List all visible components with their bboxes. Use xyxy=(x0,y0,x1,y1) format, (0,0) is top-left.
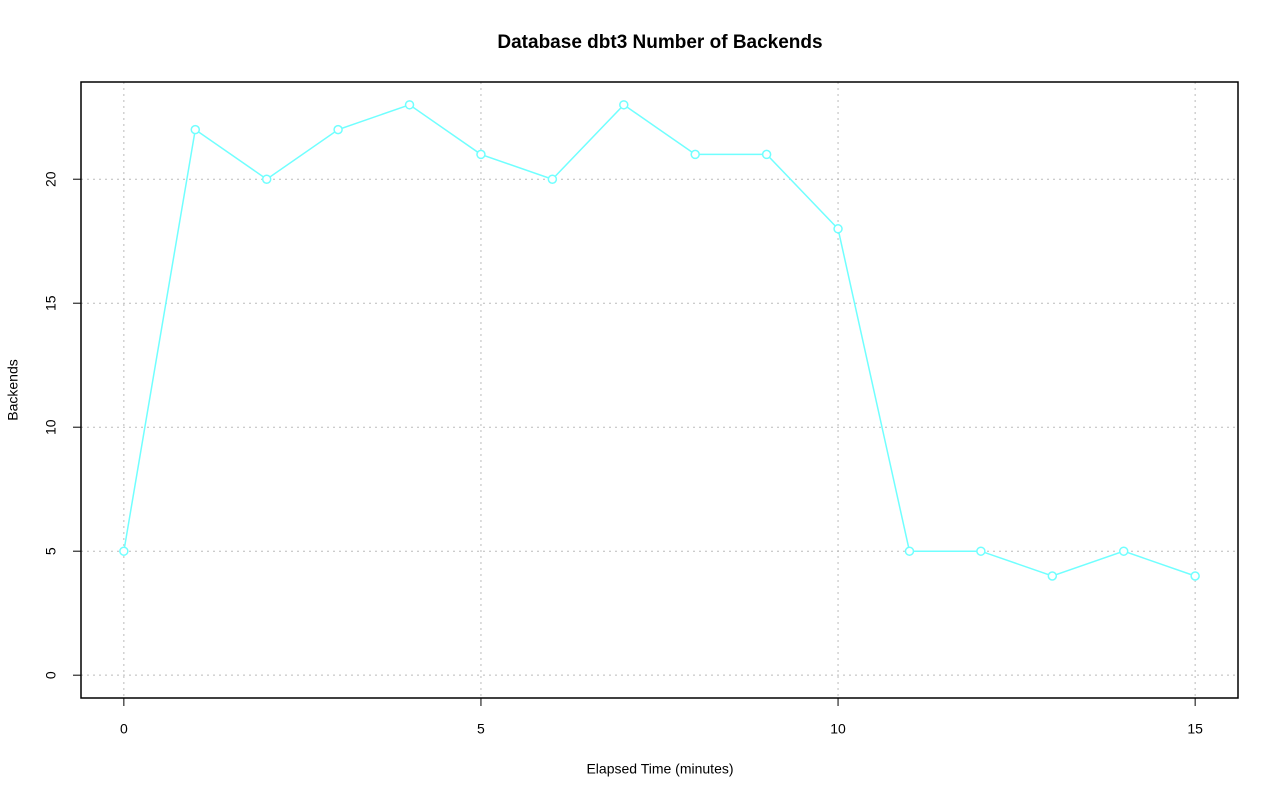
data-point xyxy=(333,124,343,135)
data-point xyxy=(1190,571,1200,581)
x-tick-label: 0 xyxy=(120,721,128,737)
x-tick-label: 15 xyxy=(1187,721,1203,737)
y-tick-label: 5 xyxy=(43,547,59,555)
x-tick-label: 10 xyxy=(830,721,846,737)
data-point xyxy=(190,124,201,135)
y-axis-label: Backends xyxy=(5,359,21,420)
y-tick-label: 15 xyxy=(43,295,59,311)
y-tick-label: 10 xyxy=(43,419,59,435)
plot-frame xyxy=(80,81,1239,699)
data-point xyxy=(261,174,272,184)
data-point xyxy=(1118,546,1129,556)
data-point xyxy=(904,546,915,556)
data-point xyxy=(833,224,843,234)
x-tick-label: 5 xyxy=(477,721,485,737)
data-point xyxy=(619,100,629,110)
data-point xyxy=(761,149,772,160)
x-axis-label: Elapsed Time (minutes) xyxy=(586,761,733,777)
chart-title: Database dbt3 Number of Backends xyxy=(497,32,822,53)
data-point xyxy=(119,546,129,556)
data-point xyxy=(404,100,415,110)
data-point xyxy=(1047,571,1058,581)
data-point xyxy=(690,149,700,160)
data-point xyxy=(547,174,558,184)
y-tick-label: 20 xyxy=(43,171,59,187)
data-point xyxy=(476,149,486,160)
y-tick-label: 0 xyxy=(43,671,59,679)
series-line xyxy=(123,103,1196,577)
data-point xyxy=(976,546,986,556)
